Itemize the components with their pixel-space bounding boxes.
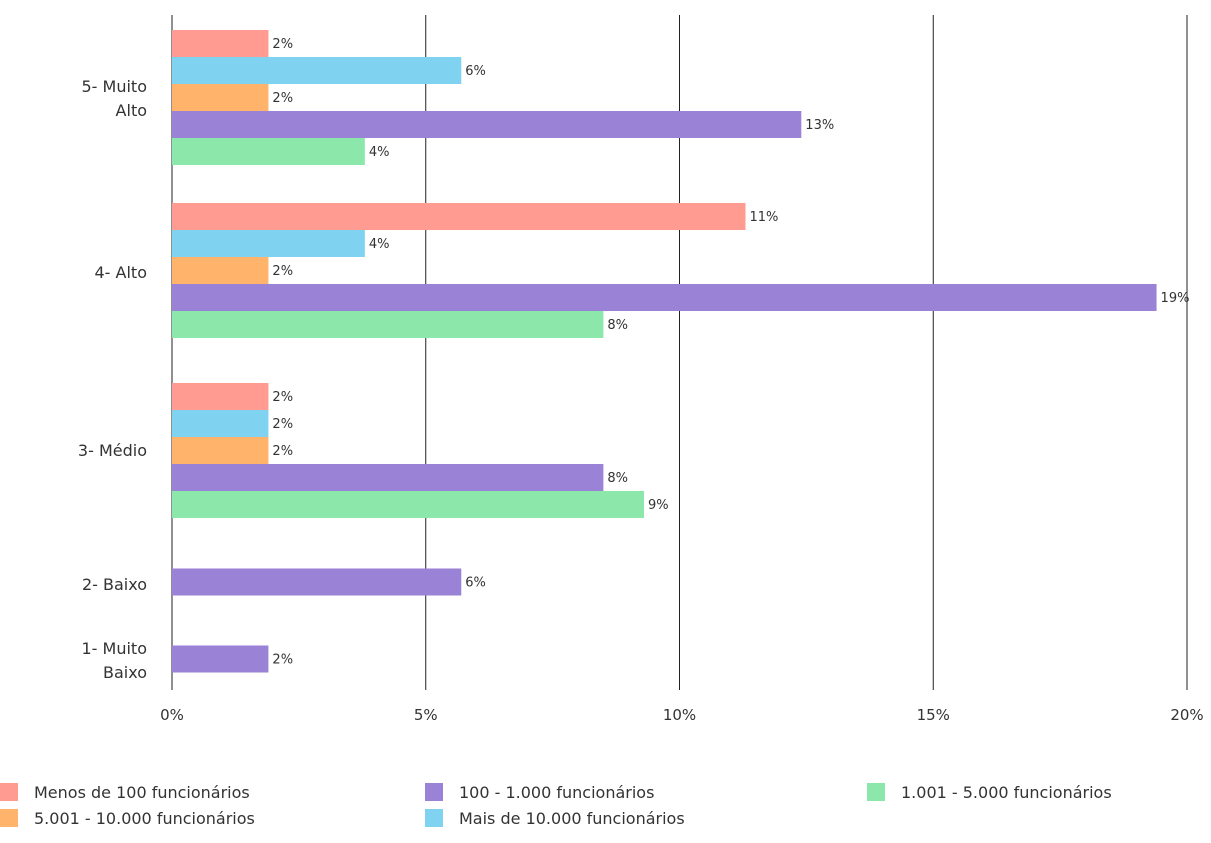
data-label: 8% [607,318,628,333]
bar-chart: 0% 5% 10% 15% 20% 2% 6% 2% 13% 4% 11% 4% 2% 19% 8% 2% 2%… [78,15,1204,724]
bar [172,491,644,518]
data-label: 4% [369,237,390,252]
legend-item: Mais de 10.000 funcionários [425,806,685,830]
legend: Menos de 100 funcionários 100 - 1.000 fu… [0,780,1211,840]
bar [172,203,746,230]
data-label: 2% [272,264,293,279]
legend-label: 5.001 - 10.000 funcionários [34,808,255,828]
legend-swatch [0,783,18,801]
data-label: 2% [272,444,293,459]
bar [172,464,604,491]
x-tick-label: 5% [414,706,438,724]
category-label: 5- Muito Alto [82,77,148,120]
data-label: 13% [805,118,834,133]
bar [172,383,269,410]
data-label: 2% [272,653,293,668]
bar [172,84,269,111]
bar [172,111,802,138]
legend-item: 100 - 1.000 funcionários [425,780,654,804]
legend-label: Mais de 10.000 funcionários [459,808,685,828]
bar [172,645,269,673]
bar [172,284,1157,311]
data-label: 8% [607,471,628,486]
legend-item: Menos de 100 funcionários [0,780,250,804]
legend-item: 5.001 - 10.000 funcionários [0,806,255,830]
legend-swatch [425,809,443,827]
legend-label: 1.001 - 5.000 funcionários [901,782,1112,802]
category-label: 2- Baixo [82,575,147,594]
category-label: 3- Médio [78,441,147,460]
bar [172,311,604,338]
data-label: 11% [749,210,778,225]
data-label: 2% [272,37,293,52]
bar [172,57,462,84]
data-label: 19% [1161,291,1190,306]
category-label: 1- Muito Baixo [82,639,148,682]
data-label: 6% [465,576,486,591]
data-label: 2% [272,417,293,432]
x-tick-label: 0% [160,706,184,724]
data-label: 4% [369,145,390,160]
data-label: 6% [465,64,486,79]
bar [172,437,269,464]
data-label: 9% [648,498,669,513]
x-tick-label: 15% [917,706,950,724]
legend-swatch [425,783,443,801]
x-tick-label: 20% [1170,706,1203,724]
legend-label: Menos de 100 funcionários [34,782,250,802]
legend-swatch [0,809,18,827]
category-label: 4- Alto [95,263,148,282]
legend-swatch [867,783,885,801]
bar [172,257,269,284]
bar [172,30,269,57]
bar [172,568,462,596]
data-label: 2% [272,91,293,106]
x-tick-label: 10% [663,706,696,724]
data-label: 2% [272,390,293,405]
bar [172,138,365,165]
bar [172,410,269,437]
legend-item: 1.001 - 5.000 funcionários [867,780,1112,804]
bar [172,230,365,257]
legend-label: 100 - 1.000 funcionários [459,782,655,802]
